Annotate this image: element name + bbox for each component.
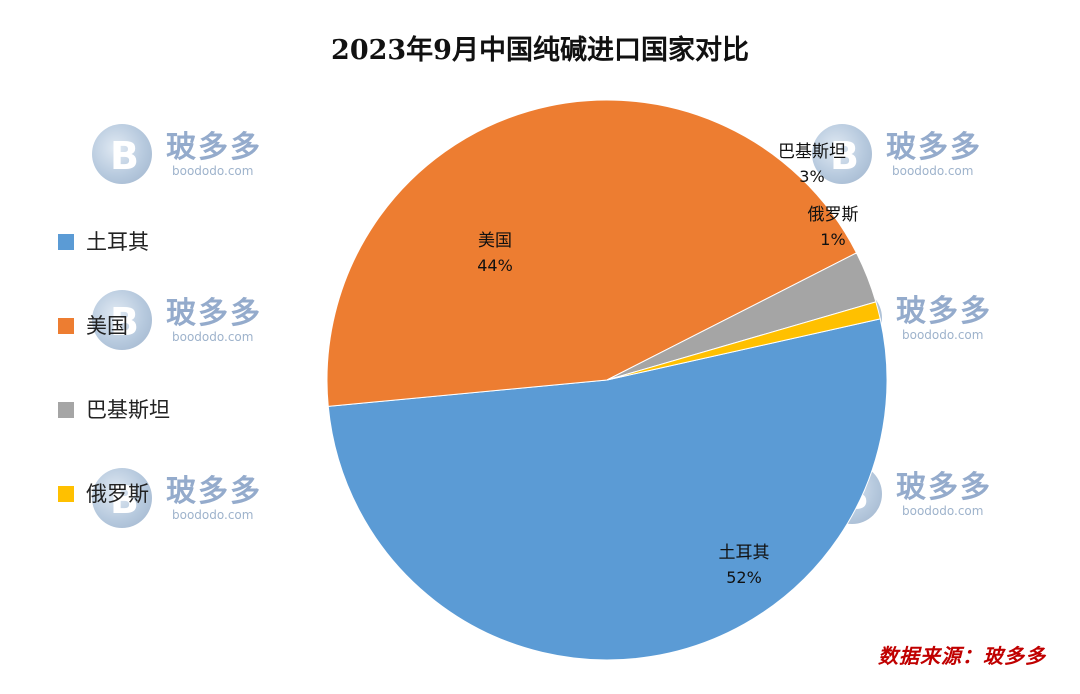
watermark-logo-icon: B [92, 290, 152, 350]
legend-swatch [58, 402, 74, 418]
legend-item-usa: 美国 [58, 310, 170, 394]
legend-item-russia: 俄罗斯 [58, 478, 170, 562]
watermark-logo-icon: B [92, 124, 152, 184]
legend-swatch [58, 318, 74, 334]
slice-label: 土耳其 [719, 543, 770, 563]
watermark: B 玻多多 boododo.com [92, 284, 277, 356]
slice-percent-label: 44% [477, 256, 513, 275]
pie-labels: 土耳其 52% 美国 44% 巴基斯坦 3% 俄罗斯 1% [477, 142, 858, 587]
legend-label: 巴基斯坦 [86, 398, 170, 422]
slice-usa [326, 99, 858, 407]
legend-item-turkey: 土耳其 [58, 226, 170, 310]
legend: 土耳其 美国 巴基斯坦 俄罗斯 [58, 226, 170, 562]
watermark: B 玻多多 boododo.com [92, 118, 277, 190]
legend-label: 土耳其 [86, 230, 149, 254]
watermark: B 玻多多 boododo.com [812, 118, 997, 190]
slice-russia [606, 301, 881, 381]
slice-label: 巴基斯坦 [778, 142, 846, 162]
watermark: B 玻多多 boododo.com [92, 462, 277, 534]
legend-swatch [58, 486, 74, 502]
data-source-note: 数据来源：玻多多 [878, 644, 1046, 668]
watermark-logo-icon: B [812, 124, 872, 184]
slice-percent-label: 3% [799, 167, 824, 186]
slice-percent-label: 52% [726, 568, 762, 587]
chart-title: 2023年9月中国纯碱进口国家对比 [331, 35, 749, 66]
slice-label: 俄罗斯 [808, 205, 859, 225]
pie-slices [326, 99, 888, 661]
watermark-logo-icon: B [92, 468, 152, 528]
slice-turkey [327, 318, 888, 661]
legend-label: 美国 [86, 314, 128, 338]
legend-label: 俄罗斯 [86, 482, 149, 506]
legend-swatch [58, 234, 74, 250]
legend-item-pakistan: 巴基斯坦 [58, 394, 170, 478]
slice-percent-label: 1% [820, 230, 845, 249]
slice-label: 美国 [478, 231, 512, 251]
